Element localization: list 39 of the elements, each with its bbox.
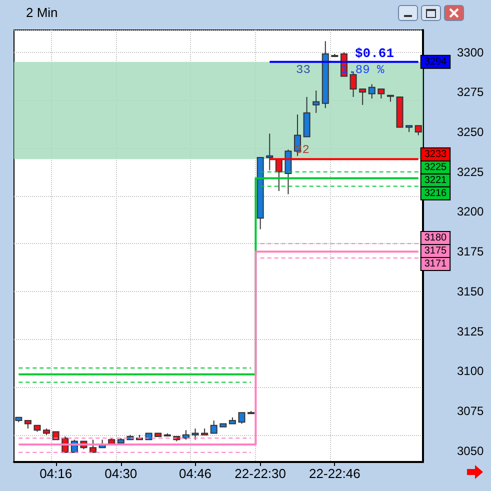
y-tick-label: 3250 — [457, 125, 484, 140]
annotation: $0.61 — [355, 46, 394, 61]
candlestick — [90, 439, 97, 453]
data-label: 3171 — [424, 258, 448, 270]
x-tick-label: 04:16 — [40, 466, 72, 481]
data-label: 3216 — [424, 188, 448, 199]
candlestick — [368, 84, 376, 100]
annotation: 33 — [296, 63, 310, 77]
x-tick-label: 22-22:30 — [234, 466, 286, 481]
y-tick-label: 3275 — [457, 85, 484, 100]
y-tick-label: 3300 — [457, 45, 484, 60]
data-label: 3233 — [424, 148, 448, 160]
candlestick — [303, 96, 310, 138]
y-tick-label: 3150 — [457, 284, 484, 298]
x-tick-label: 22-22:46 — [309, 466, 360, 481]
candlestick — [238, 412, 246, 424]
candlestick — [359, 88, 366, 106]
data-label: 3294 — [424, 56, 448, 68]
candlestick — [284, 149, 292, 195]
candlestick — [414, 125, 422, 136]
x-tick-label: 04:46 — [178, 466, 212, 481]
candlestick — [312, 90, 320, 114]
candlestick — [266, 133, 274, 171]
x-tick-label: 04:30 — [104, 466, 138, 481]
y-tick-label: 3075 — [457, 404, 484, 418]
y-tick-label: 3175 — [457, 244, 484, 259]
chart-title: 2 Min — [26, 5, 58, 20]
candlestick — [192, 428, 199, 440]
y-tick-label: 3050 — [457, 444, 484, 458]
y-tick-label: 3225 — [457, 164, 484, 179]
data-label: 3175 — [424, 246, 448, 257]
data-label: 3221 — [424, 174, 448, 186]
candlestick — [210, 420, 218, 434]
y-tick-label: 3100 — [457, 364, 484, 378]
candlestick — [378, 88, 385, 100]
data-label: 3180 — [424, 232, 448, 244]
data-label: 3225 — [424, 162, 448, 173]
y-tick-label: 3200 — [457, 204, 484, 219]
y-tick-label: 3125 — [457, 324, 484, 338]
